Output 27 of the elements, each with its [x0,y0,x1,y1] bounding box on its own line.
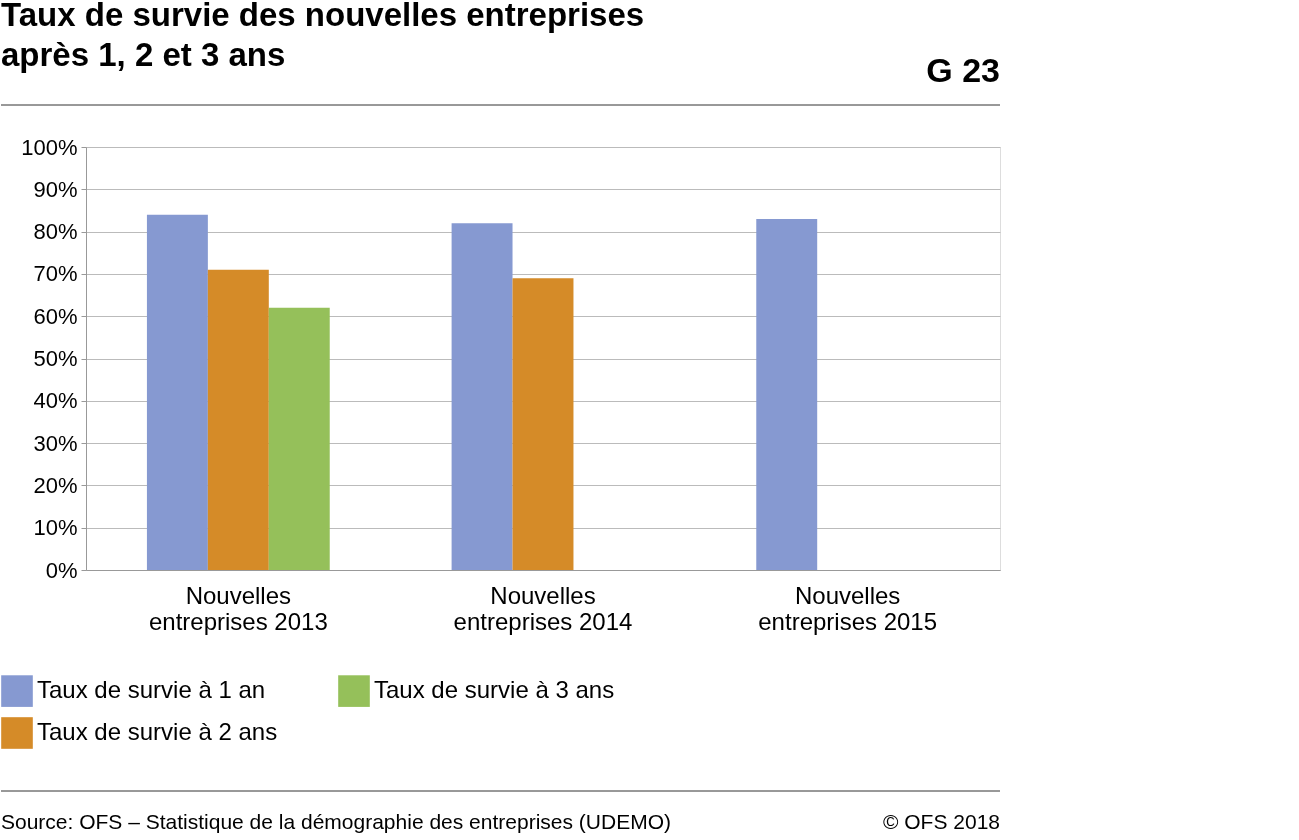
bar [451,223,513,570]
y-tick-label: 20% [33,472,78,498]
y-tick-label: 10% [33,515,78,541]
x-tick-label: Nouvelles entreprises 2014 [453,581,633,635]
bar [268,307,330,570]
y-tick-label: 40% [33,388,78,414]
text: G 23 [926,51,1000,89]
x-tick-label: Nouvelles entreprises 2013 [148,581,328,635]
y-tick-label: 50% [33,346,78,371]
y-tick-label: 0% [45,557,78,583]
y-tick-label: 60% [33,303,78,329]
x-tick-label: Nouvelles entreprises 2015 [758,581,938,635]
bar [512,278,574,570]
legend-label: Taux de survie à 3 ans [374,676,615,704]
source-note: Source: OFS – Statistique de la démographie des entreprises (UDEMO) [1,810,671,833]
y-tick-label: 100% [21,134,78,160]
y-tick-label: 30% [33,430,78,456]
bar [146,214,208,570]
chart-title: Taux de survie des nouvelles entreprises après 1, 2 et 3 ans [1,0,645,73]
legend-label: Taux de survie à 1 an [37,676,266,704]
bar [207,269,269,570]
y-tick-label: 70% [33,261,78,287]
text: © OFS 2018 [882,810,1000,833]
bar [756,218,818,570]
y-tick-label: 90% [33,176,78,202]
legend-label: Taux de survie à 2 ans [37,718,278,745]
y-tick-label: 80% [33,219,78,245]
